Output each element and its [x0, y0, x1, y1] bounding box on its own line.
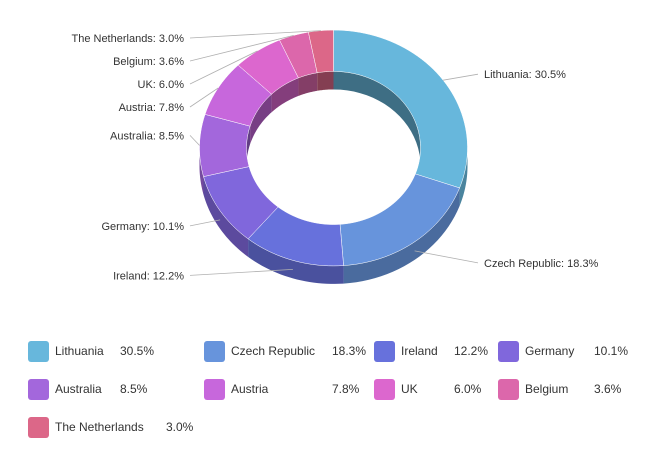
slice-side-australia	[199, 148, 204, 195]
slice-label-austria: Austria: 7.8%	[119, 102, 185, 114]
slice-label-lithuania: Lithuania: 30.5%	[484, 69, 566, 81]
slice-side-germany	[203, 176, 249, 257]
legend-label: Ireland	[401, 344, 438, 358]
legend-item-australia[interactable]: Australia 8.5%	[28, 378, 147, 400]
slice-inner-wall-australia-0	[246, 126, 251, 166]
slice-inner-wall-lithuania-0	[333, 71, 421, 166]
label-leader-lines	[189, 30, 479, 276]
legend-value: 12.2%	[454, 344, 489, 358]
legend-value: 3.6%	[594, 382, 622, 396]
slice-side-czech-republic	[343, 187, 460, 284]
slice-sides	[199, 71, 468, 284]
legend-label: UK	[401, 382, 418, 396]
legend-item-germany[interactable]: Germany 10.1%	[498, 340, 628, 362]
slice-label-germany: Germany: 10.1%	[101, 221, 184, 233]
legend-item-belgium[interactable]: Belgium 3.6%	[498, 378, 621, 400]
leader-line-czech-republic	[414, 250, 479, 264]
legend-label: Belgium	[525, 382, 569, 396]
leader-line-ireland	[189, 269, 293, 276]
slice-labels: Lithuania: 30.5% Czech Republic: 18.3% Ire…	[71, 33, 598, 282]
slice-label-belgium: Belgium: 3.6%	[113, 56, 184, 68]
legend-swatch-austria	[204, 378, 225, 400]
slice-inner-wall-the-netherlands-0	[317, 71, 334, 91]
slice-label-ireland: Ireland: 12.2%	[113, 270, 184, 282]
legend-value: 7.8%	[332, 382, 360, 396]
slice-tops	[199, 29, 468, 267]
legend-swatch-uk	[374, 378, 395, 400]
slice-label-the-netherlands: The Netherlands: 3.0%	[71, 33, 184, 45]
legend-swatch-germany	[498, 340, 519, 362]
legend-item-uk[interactable]: UK 6.0%	[374, 378, 481, 400]
leader-line-belgium	[189, 35, 294, 62]
slice-inner-wall-uk-0	[271, 77, 299, 113]
leader-line-the-netherlands	[189, 30, 321, 39]
leader-line-lithuania	[443, 73, 479, 81]
leader-line-uk	[189, 50, 258, 85]
legend-swatch-lithuania	[28, 340, 49, 362]
legend-swatch-belgium	[498, 378, 519, 400]
legend-swatch-ireland	[374, 340, 395, 362]
legend-label: Lithuania	[55, 344, 104, 358]
leader-line-austria	[189, 87, 219, 108]
leader-line-germany	[189, 219, 221, 227]
legend-value: 6.0%	[454, 382, 482, 396]
legend-item-czech-republic[interactable]: Czech Republic 18.3%	[204, 340, 366, 362]
slice-label-uk: UK: 6.0%	[138, 79, 185, 91]
legend-label: Australia	[55, 382, 102, 396]
legend-swatch-australia	[28, 378, 49, 400]
legend-label: The Netherlands	[55, 420, 144, 434]
legend-item-austria[interactable]: Austria 7.8%	[204, 378, 359, 400]
legend-swatch-czech-republic	[204, 340, 225, 362]
legend-label: Germany	[525, 344, 575, 358]
legend-value: 8.5%	[120, 382, 148, 396]
slice-label-australia: Australia: 8.5%	[110, 130, 184, 142]
legend-value: 30.5%	[120, 344, 155, 358]
legend-item-the-netherlands[interactable]: The Netherlands 3.0%	[28, 416, 193, 438]
leader-line-australia	[189, 135, 200, 146]
legend-swatch-the-netherlands	[28, 416, 49, 438]
legend-value: 18.3%	[332, 344, 367, 358]
slice-label-czech-republic: Czech Republic: 18.3%	[484, 258, 599, 270]
legend-value: 3.0%	[166, 420, 194, 434]
slice-inner-wall-austria-0	[250, 94, 272, 145]
slice-inner-wall-belgium-0	[298, 72, 318, 96]
legend-label: Czech Republic	[231, 344, 316, 358]
donut-chart-svg: Lithuania: 30.5% Czech Republic: 18.3% Ire…	[71, 29, 599, 284]
chart-legend: Lithuania 30.5% Czech Republic 18.3% Ireland…	[28, 340, 658, 445]
legend-item-ireland[interactable]: Ireland 12.2%	[374, 340, 488, 362]
legend-item-lithuania[interactable]: Lithuania 30.5%	[28, 340, 154, 362]
legend-label: Austria	[231, 382, 269, 396]
legend-value: 10.1%	[594, 344, 629, 358]
